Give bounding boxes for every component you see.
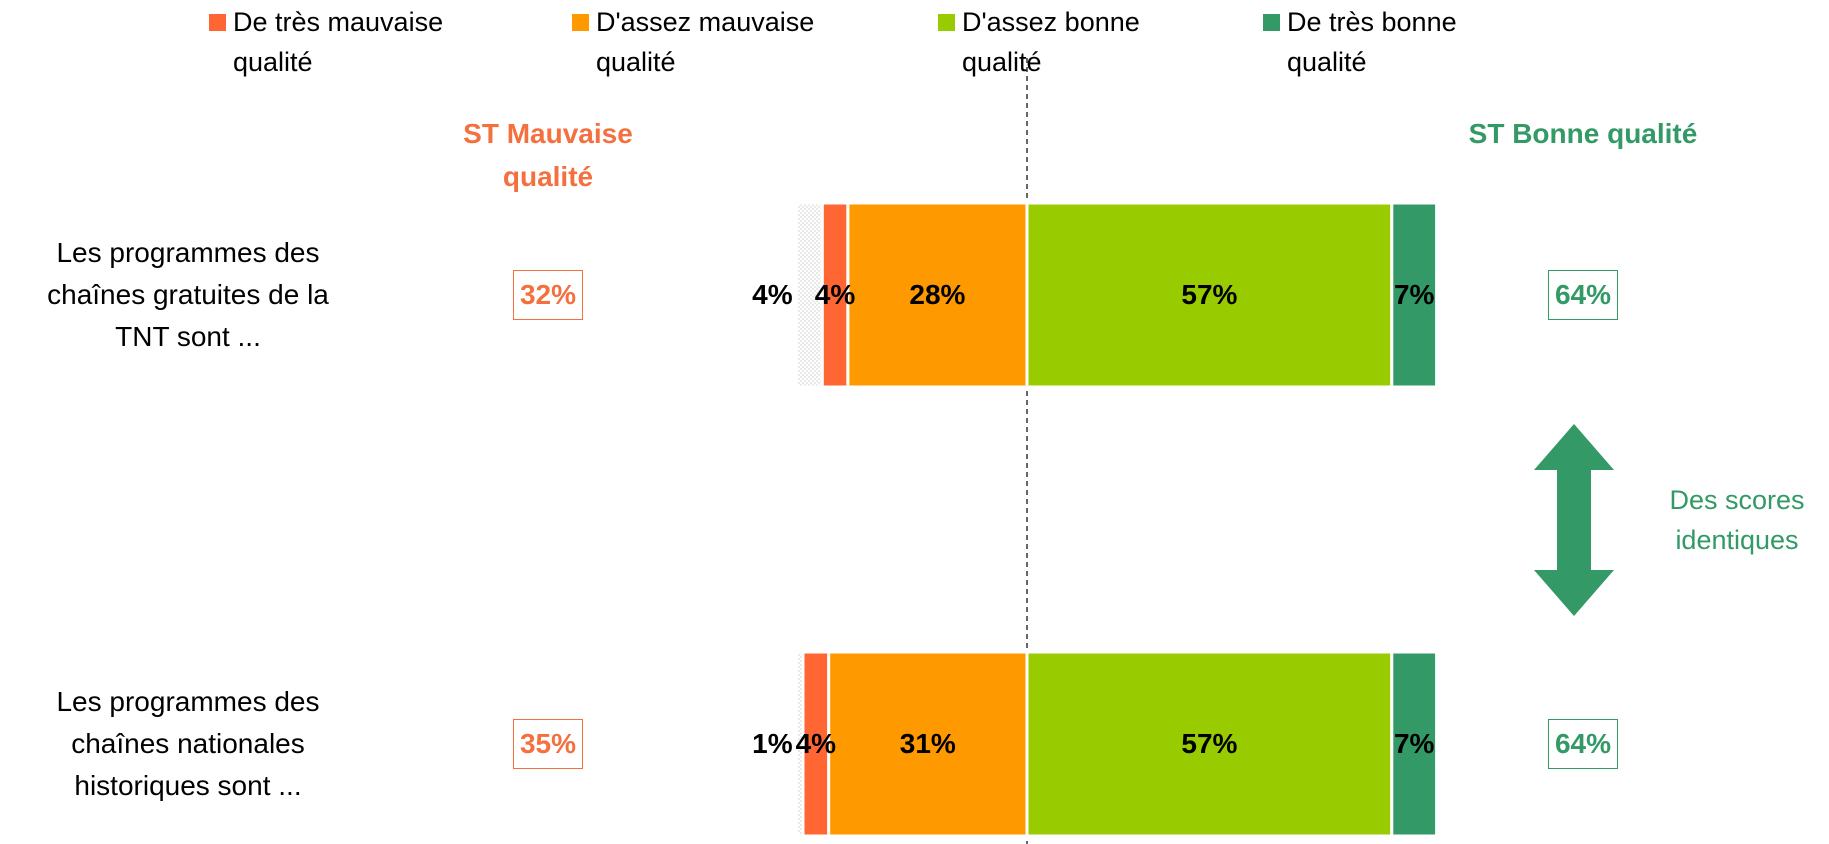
legend-swatch [209,14,226,31]
bar-segment [820,201,850,389]
value-label: 4% [814,279,856,310]
category-label: Les programmes des chaînes gratuites de … [47,237,329,352]
value-label: 28% [909,279,966,310]
bar-segment [795,650,805,838]
value-label: 7% [1393,728,1435,759]
summary-value: 64% [1547,270,1619,320]
value-label: 7% [1393,279,1435,310]
double-arrow [1534,424,1614,616]
value-label: 1% [752,728,793,759]
bar-segment [1025,650,1394,838]
value-label: 4% [752,279,793,310]
category-label: Les programmes des chaînes nationales hi… [56,686,320,801]
bar-segment [1025,201,1394,389]
value-label: 57% [1181,728,1238,759]
legend-label: De très mauvaise qualité [233,7,444,77]
summary-title: ST Bonne qualité [1468,118,1698,149]
bar-segment [1390,650,1439,838]
summary-title: ST Mauvaise qualité [463,118,633,192]
legend-swatch [572,14,589,31]
bar-segment [801,650,831,838]
annotation: Des scores identiques [1669,485,1805,555]
summary-value: 32% [512,270,584,320]
value-label: 4% [795,728,837,759]
bar-segment [827,650,1029,838]
summary-value: 64% [1547,719,1619,769]
bar-segment [1390,201,1439,389]
legend-swatch [1263,14,1280,31]
summary-value: 35% [512,719,584,769]
legend-label: De très bonne qualité [1287,7,1457,77]
legend-label: D'assez mauvaise qualité [596,7,815,77]
value-label: 31% [899,728,956,759]
legend-swatch [938,14,955,31]
legend-label: D'assez bonne qualité [962,7,1140,77]
value-label: 57% [1181,279,1238,310]
bar-segment [795,201,824,389]
